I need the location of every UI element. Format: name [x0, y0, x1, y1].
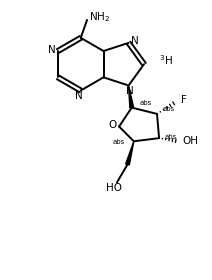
Text: N: N: [126, 86, 134, 96]
Text: O: O: [108, 120, 116, 130]
Text: N: N: [48, 45, 56, 55]
Text: abs: abs: [113, 139, 125, 145]
Text: HO: HO: [106, 183, 123, 193]
Text: abs: abs: [162, 106, 174, 112]
Text: abs: abs: [164, 134, 177, 140]
Text: F: F: [181, 95, 187, 105]
Text: NH$_2$: NH$_2$: [89, 11, 110, 24]
Text: OH: OH: [182, 136, 198, 146]
Polygon shape: [126, 141, 134, 165]
Text: abs: abs: [140, 100, 152, 106]
Text: N: N: [75, 91, 82, 101]
Polygon shape: [128, 85, 134, 108]
Text: N: N: [131, 36, 138, 46]
Text: $^3$H: $^3$H: [159, 53, 173, 67]
